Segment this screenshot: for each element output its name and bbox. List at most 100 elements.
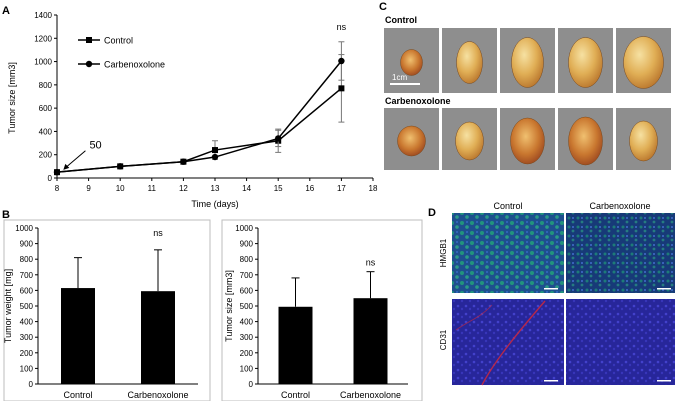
bar-chart-tumor-weight: 0 100 200 300 400 500 600 700 800 900 1000 Tumor we… [3, 219, 211, 401]
y-tick-label: 1400 [34, 11, 52, 20]
tumor-photos: Control Carbenoxolone 1cm [384, 15, 671, 170]
x-tick-label: 12 [179, 184, 188, 193]
x-tick-label: 8 [55, 184, 60, 193]
cd31-vessel-signal [455, 304, 493, 331]
panel-label-c: C [379, 1, 387, 13]
error-bar [154, 249, 162, 292]
tumor [629, 120, 658, 162]
significance-label: ns [153, 228, 163, 238]
y-tick-label: 800 [240, 255, 254, 264]
row-label-cd31: CD31 [439, 329, 448, 350]
legend-label: Control [104, 36, 133, 46]
x-tick-label: 15 [274, 184, 283, 193]
y-tick-label: 600 [240, 286, 254, 295]
y-tick-label: 1000 [34, 58, 52, 67]
y-tick-label: 200 [39, 151, 53, 160]
x-tick-label: 11 [148, 184, 157, 193]
y-axis-label: Tumor weight [mg] [3, 269, 13, 343]
bar-carbenoxolone [141, 291, 175, 384]
tumor [568, 37, 603, 88]
legend-marker [85, 60, 93, 68]
tumor [400, 49, 423, 76]
y-tick-label: 1000 [235, 224, 253, 233]
tumor-photo [384, 108, 439, 170]
row-label-carbenoxolone: Carbenoxolone [385, 96, 451, 106]
cd31-vessel-signal [481, 300, 546, 386]
axes [54, 14, 374, 181]
micrograph-cd31-control [452, 299, 564, 385]
tumor [397, 125, 426, 157]
bar-control [61, 288, 95, 384]
x-axis-label: Time (days) [191, 199, 238, 209]
x-tick-label: 13 [211, 184, 220, 193]
data-point-circle [53, 168, 61, 176]
y-tick-label: 800 [39, 81, 53, 90]
x-tick-label: 18 [369, 184, 378, 193]
x-tick-label: 10 [116, 184, 125, 193]
panel-label-d: D [428, 207, 436, 219]
error-bar [291, 277, 300, 307]
micrograph-cd31-carbenoxolone [566, 299, 675, 385]
chart-frame [3, 219, 211, 401]
y-tick-label: 500 [240, 302, 254, 311]
y-tick-label: 700 [240, 271, 254, 280]
y-axis-label: Tumor size [mm3] [7, 62, 17, 134]
data-point-circle [275, 135, 282, 142]
column-label-carbenoxolone: Carbenoxolone [589, 201, 650, 211]
scale-bar [544, 380, 558, 382]
photo-row-carbenoxolone [384, 108, 671, 170]
y-tick-label: 800 [20, 255, 34, 264]
legend: Control Carbenoxolone [78, 36, 165, 70]
y-tick-label: 0 [48, 174, 53, 183]
series [53, 41, 345, 176]
tumor [623, 36, 664, 89]
x-tick-label: Control [281, 390, 310, 400]
y-tick-label: 1200 [34, 34, 52, 43]
y-tick-label: 600 [20, 286, 34, 295]
error-bar [366, 271, 375, 299]
x-tick-label: 16 [305, 184, 314, 193]
tumor [568, 116, 603, 166]
photo-row-control [384, 28, 671, 93]
microscopy-grid: Control Carbenoxolone HMGB1 CD31 [439, 201, 675, 386]
legend-marker [86, 37, 92, 43]
tumor [510, 117, 545, 165]
y-tick-label: 400 [20, 318, 34, 327]
significance-label: ns [366, 257, 376, 267]
row-label-hmgb1: HMGB1 [439, 238, 448, 267]
y-tick-label: 300 [240, 333, 254, 342]
series-carbenoxolone [53, 41, 345, 176]
y-tick-label: 100 [20, 364, 34, 373]
row-label-control: Control [385, 15, 417, 25]
x-tick-label: Carbenoxolone [127, 390, 188, 400]
tumor-photo [558, 108, 613, 170]
tumor-photo [616, 28, 671, 93]
data-point-circle [117, 163, 124, 170]
series-control [54, 54, 345, 176]
tumor-photo [442, 108, 497, 170]
bar-control [278, 306, 313, 384]
y-tick-label: 600 [39, 104, 53, 113]
y-tick-label: 100 [240, 364, 254, 373]
y-tick-label: 200 [240, 349, 254, 358]
x-tick-label: Carbenoxolone [340, 390, 401, 400]
y-tick-label: 900 [20, 240, 34, 249]
tumor-photo [558, 28, 613, 93]
x-tick-label: Control [63, 390, 92, 400]
y-tick-label: 200 [20, 349, 34, 358]
series-line [56, 60, 342, 173]
micrograph-hmgb1-control [452, 213, 564, 293]
tumor-photo [442, 28, 497, 93]
tumor-photo [616, 108, 671, 170]
panel-label-b: B [2, 209, 10, 221]
significance-label: ns [337, 22, 347, 32]
y-tick-label: 1000 [15, 224, 33, 233]
tumor-photo [500, 108, 555, 170]
y-tick-label: 300 [20, 333, 34, 342]
bar-chart-tumor-size: 0 100 200 300 400 500 600 700 800 900 1000 Tumor si… [221, 219, 423, 401]
tumor [511, 37, 544, 88]
scale-bar [657, 380, 671, 382]
tumor [455, 121, 484, 161]
scale-bar [544, 288, 558, 290]
line-chart-tumor-growth: 8 9 10 11 12 13 14 15 16 17 18 0 200 400 600 800 1000 120… [7, 11, 378, 209]
